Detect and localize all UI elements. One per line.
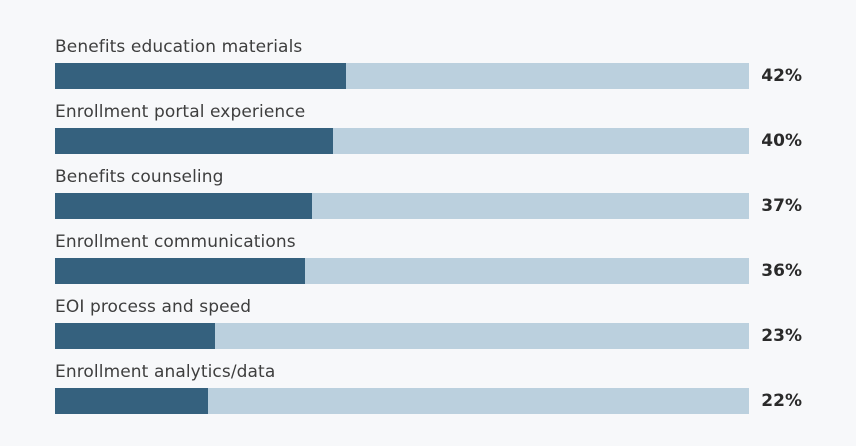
bar-value-label: 40% xyxy=(761,131,802,151)
bar-fill xyxy=(55,128,333,154)
bar-value-label: 36% xyxy=(761,261,802,281)
bar-line: 23% xyxy=(55,323,802,349)
bar-line: 40% xyxy=(55,128,802,154)
bar-value-label: 22% xyxy=(761,391,802,411)
bar-fill xyxy=(55,193,312,219)
bar-track xyxy=(55,388,749,414)
bar-track xyxy=(55,193,749,219)
bar-row: Enrollment portal experience 40% xyxy=(55,100,802,154)
bar-row: Enrollment analytics/data 22% xyxy=(55,360,802,414)
bar-track xyxy=(55,63,749,89)
bar-fill xyxy=(55,63,347,89)
bar-category-label: Enrollment analytics/data xyxy=(55,362,276,382)
bar-line: 37% xyxy=(55,193,802,219)
bar-line: 42% xyxy=(55,63,802,89)
bar-category-label: EOI process and speed xyxy=(55,297,252,317)
bar-fill xyxy=(55,388,208,414)
bar-row: EOI process and speed 23% xyxy=(55,295,802,349)
bar-value-label: 42% xyxy=(761,66,802,86)
bar-fill xyxy=(55,258,305,284)
bar-row: Benefits counseling 37% xyxy=(55,165,802,219)
bar-track xyxy=(55,128,749,154)
bar-category-label: Benefits counseling xyxy=(55,167,224,187)
bar-value-label: 37% xyxy=(761,196,802,216)
bar-category-label: Benefits education materials xyxy=(55,37,303,57)
bar-row: Enrollment communications 36% xyxy=(55,230,802,284)
bar-value-label: 23% xyxy=(761,326,802,346)
bar-chart: Benefits education materials 42% Enrollm… xyxy=(55,35,802,414)
bar-track xyxy=(55,258,749,284)
bar-category-label: Enrollment portal experience xyxy=(55,102,306,122)
bar-line: 22% xyxy=(55,388,802,414)
bar-category-label: Enrollment communications xyxy=(55,232,296,252)
bar-line: 36% xyxy=(55,258,802,284)
bar-track xyxy=(55,323,749,349)
bar-fill xyxy=(55,323,215,349)
bar-row: Benefits education materials 42% xyxy=(55,35,802,89)
